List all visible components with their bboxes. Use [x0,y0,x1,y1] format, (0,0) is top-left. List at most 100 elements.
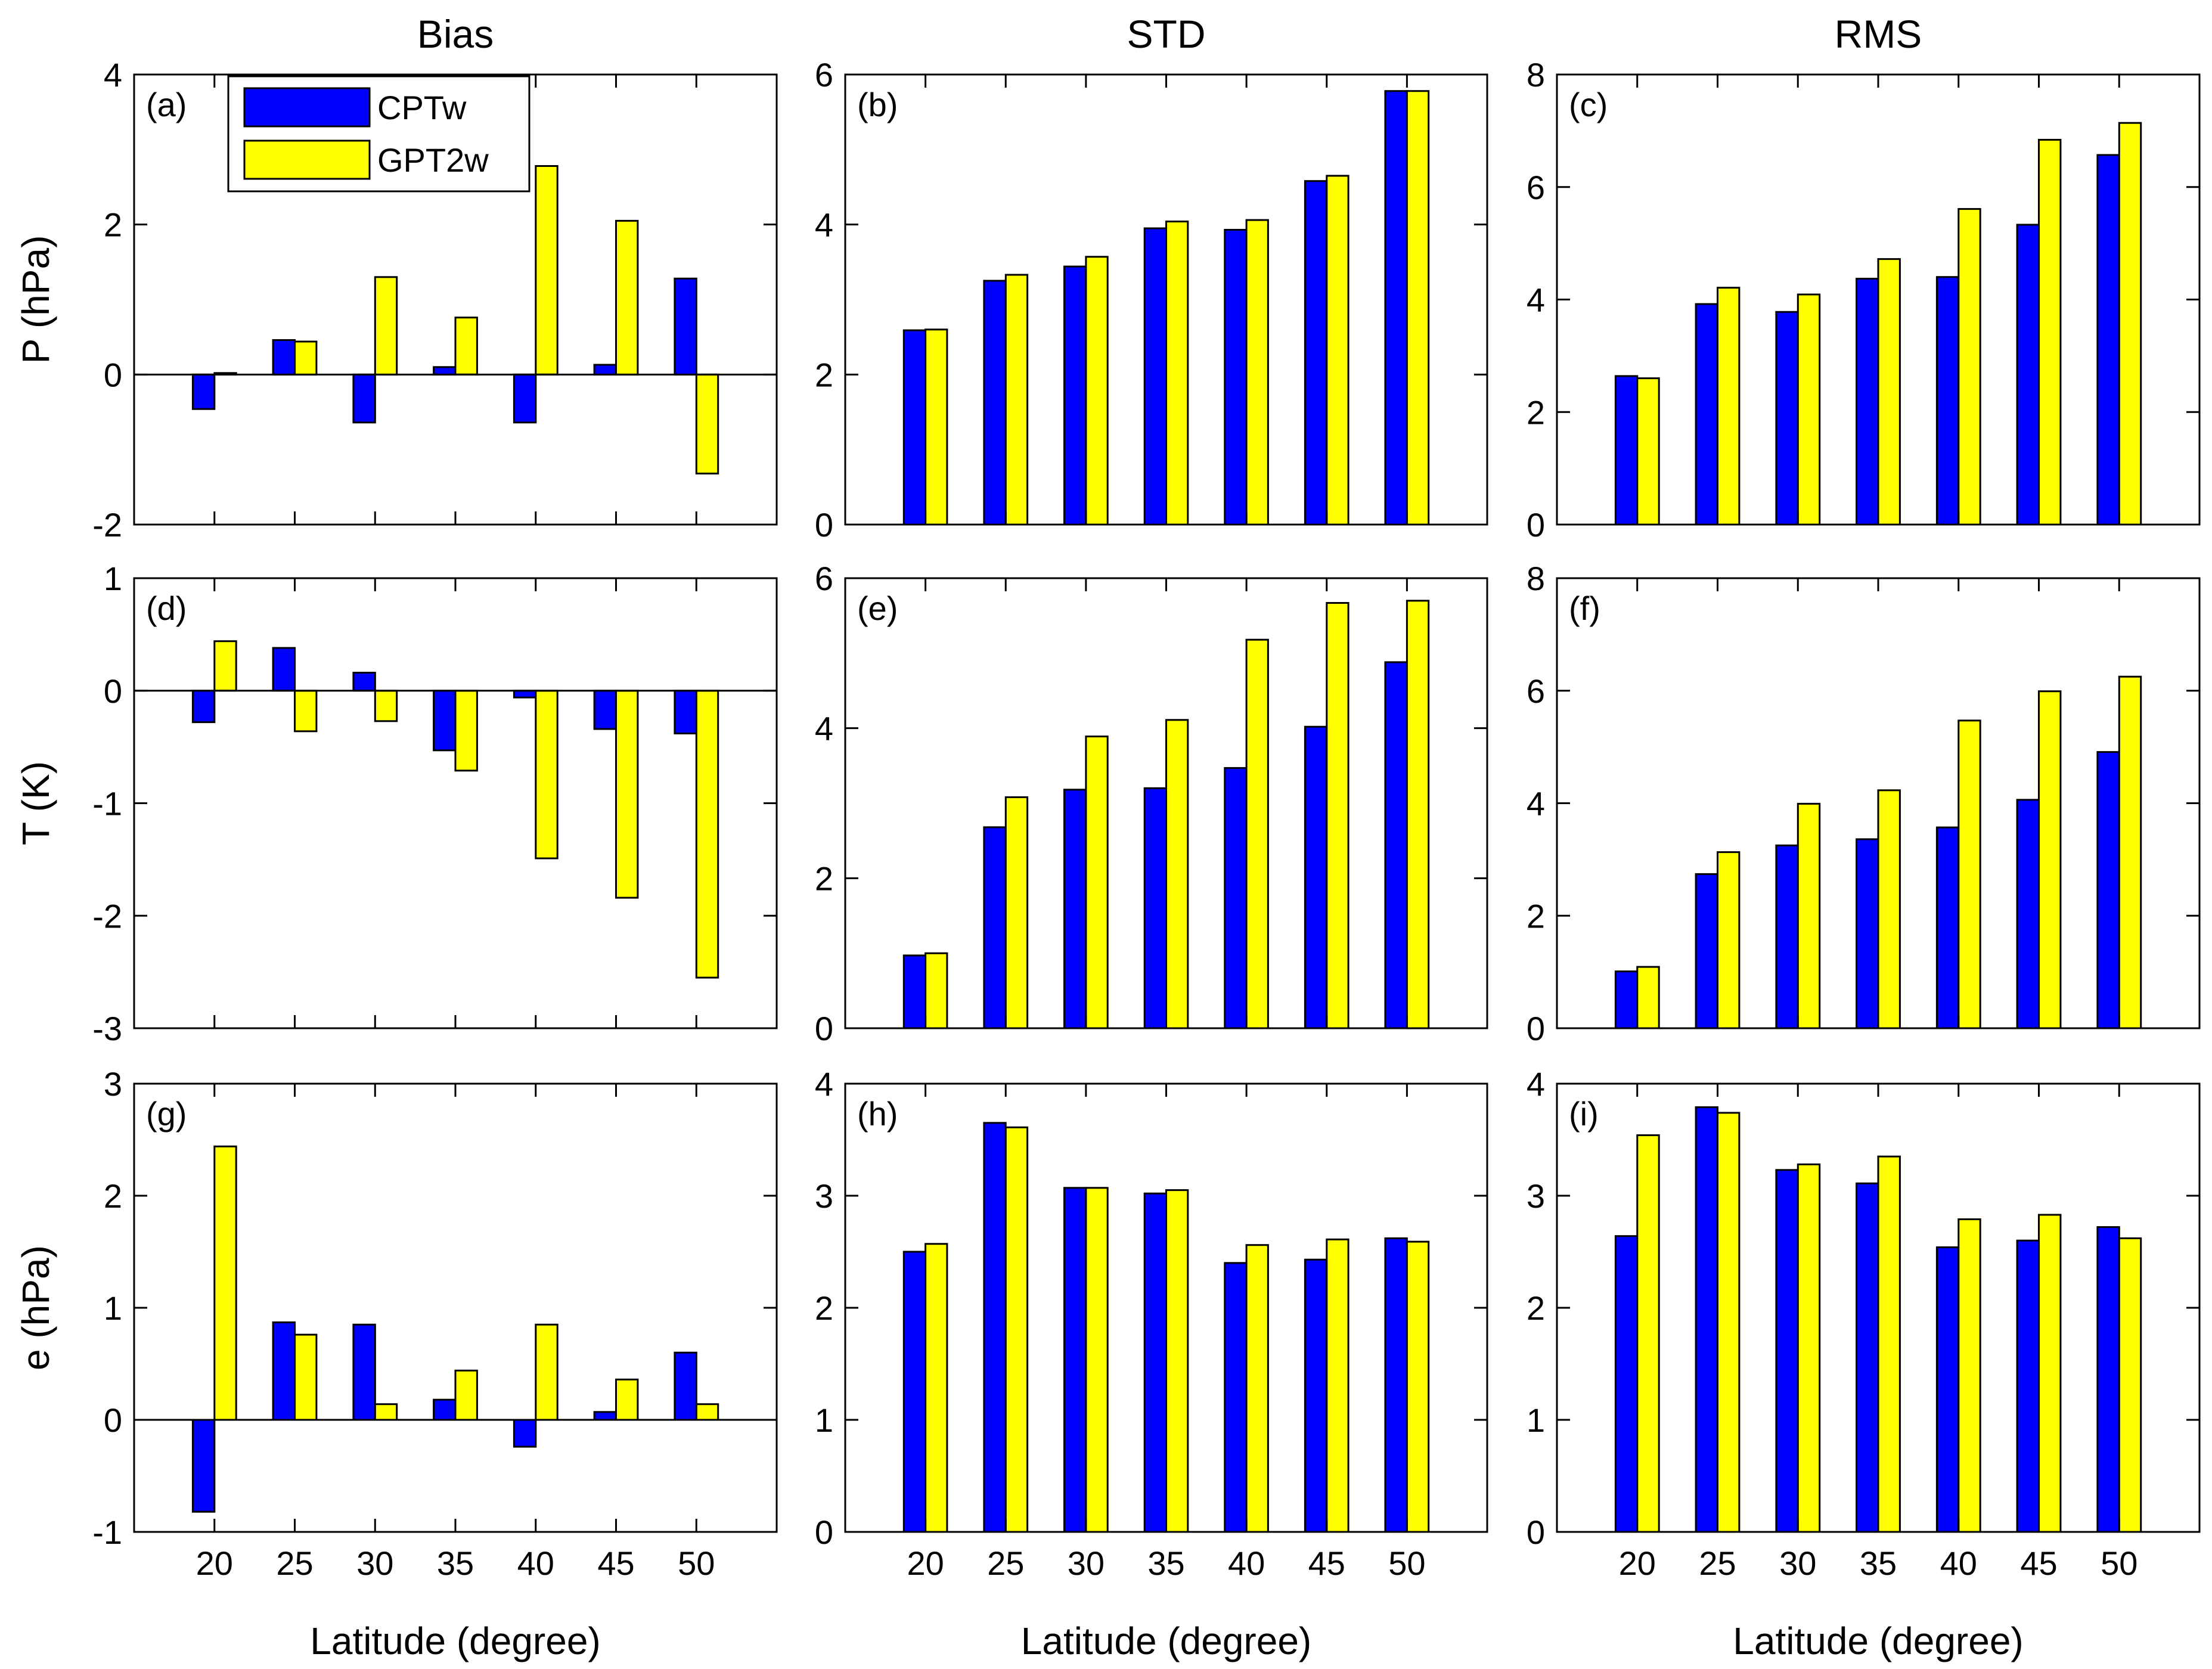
bar-cptw-45 [593,364,617,376]
bar-cptw-25 [983,1122,1007,1533]
y-tick-label: 0 [1527,506,1545,544]
y-tick-label: 3 [1527,1177,1545,1215]
bar-cptw-50 [1384,661,1408,1029]
bar-gpt2w-30 [1085,1187,1109,1533]
y-tick-label: 0 [104,1401,122,1439]
bar-gpt2w-20 [924,1243,948,1533]
bar-cptw-30 [352,1323,376,1421]
row-y-labels: P (hPa) T (K) e (hPa) [14,235,57,1370]
bar-gpt2w-40 [535,690,559,860]
bar-cptw-45 [2016,799,2040,1029]
legend: CPTw GPT2w [227,75,530,193]
bar-cptw-25 [1695,873,1719,1029]
x-tick-label: 25 [1699,1544,1736,1582]
y-tick-label: 0 [815,506,833,544]
x-tick-label: 20 [1619,1544,1656,1582]
bar-gpt2w-30 [374,276,398,376]
bar-cptw-45 [1304,1258,1328,1533]
x-axis-label-rms: Latitude (degree) [1733,1620,2023,1662]
bar-cptw-35 [1143,1192,1167,1533]
y-tick-label: 4 [1527,785,1545,823]
bar-gpt2w-35 [454,317,478,376]
bar-cptw-20 [902,954,927,1029]
y-tick-label: 4 [815,1065,833,1103]
y-tick-label: 6 [815,560,833,597]
bar-gpt2w-25 [1717,287,1741,526]
bar-cptw-30 [1775,844,1799,1029]
y-tick-label: 0 [1527,1513,1545,1551]
bar-gpt2w-40 [535,165,559,376]
y-tick-label: 2 [815,860,833,897]
legend-swatch-cptw [243,87,371,128]
x-axis-label-bias: Latitude (degree) [310,1620,600,1662]
bar-cptw-30 [352,672,376,692]
bar-gpt2w-25 [294,690,318,733]
bar-cptw-35 [1856,1182,1879,1533]
y-axis-label-pressure: P (hPa) [14,235,57,364]
y-tick-label: 2 [815,356,833,393]
bar-cptw-50 [674,690,697,735]
plot-area [134,578,777,1028]
bar-gpt2w-40 [1245,219,1269,526]
y-tick-label: 2 [1527,393,1545,431]
bar-gpt2w-25 [1717,851,1741,1029]
y-tick-label: 4 [815,206,833,244]
bar-cptw-50 [1384,90,1408,526]
panel-label: (f) [1569,590,1600,627]
bar-gpt2w-45 [615,690,639,899]
bar-gpt2w-30 [1085,736,1109,1029]
bar-cptw-20 [902,329,927,526]
y-tick-label: 3 [815,1177,833,1215]
bar-gpt2w-40 [1957,208,1981,526]
y-tick-label: 1 [1527,1401,1545,1439]
bar-cptw-35 [433,1398,457,1421]
bar-cptw-25 [1695,303,1719,526]
legend-label-cptw: CPTw [377,89,467,126]
bar-cptw-25 [1695,1106,1719,1533]
bar-cptw-45 [1304,725,1328,1029]
bar-cptw-20 [191,690,216,724]
bar-gpt2w-45 [615,219,639,376]
column-title-bias: Bias [417,12,494,56]
bar-cptw-40 [513,1419,537,1448]
bar-gpt2w-45 [2038,1214,2062,1533]
y-tick-label: 2 [104,1177,122,1215]
bar-gpt2w-40 [1245,638,1269,1029]
bar-gpt2w-20 [924,952,948,1029]
bar-gpt2w-20 [1636,377,1660,526]
bar-cptw-50 [674,1351,697,1421]
x-tick-label: 40 [517,1544,554,1582]
x-tick-label: 30 [1068,1544,1105,1582]
panel-label: (i) [1569,1095,1599,1133]
panel-g: -1 0 1 2 3 20 25 30 35 40 45 50 (g) [92,1065,778,1582]
bar-gpt2w-20 [213,1145,237,1421]
panel-label: (a) [146,86,187,123]
y-tick-label: 8 [1527,560,1545,597]
y-tick-label: 2 [104,206,122,244]
bar-gpt2w-50 [1406,1240,1430,1533]
y-tick-label: 4 [1527,281,1545,319]
bar-cptw-50 [1384,1237,1408,1533]
bar-gpt2w-50 [2118,1237,2142,1533]
bar-gpt2w-25 [294,1333,318,1421]
x-axis-label-std: Latitude (degree) [1021,1620,1311,1662]
bar-gpt2w-20 [213,640,237,692]
x-tick-label: 35 [437,1544,474,1582]
panel-c: 0 2 4 6 8 (c) [1527,56,2201,544]
y-tick-label: 2 [1527,1289,1545,1327]
y-tick-label: 0 [104,672,122,710]
y-tick-label: 0 [104,356,122,393]
panel-label: (h) [857,1095,898,1133]
y-tick-label: 0 [815,1513,833,1551]
y-tick-label: -3 [92,1010,122,1047]
bar-cptw-35 [433,690,457,752]
bar-cptw-40 [513,373,537,424]
bar-cptw-50 [2096,154,2120,526]
bar-cptw-20 [191,1419,216,1513]
y-tick-label: 2 [1527,897,1545,935]
bar-cptw-20 [902,1251,927,1533]
bar-gpt2w-40 [1957,719,1981,1029]
panel-f: 0 2 4 6 8 (f) [1527,560,2201,1047]
bar-cptw-30 [1775,311,1799,526]
